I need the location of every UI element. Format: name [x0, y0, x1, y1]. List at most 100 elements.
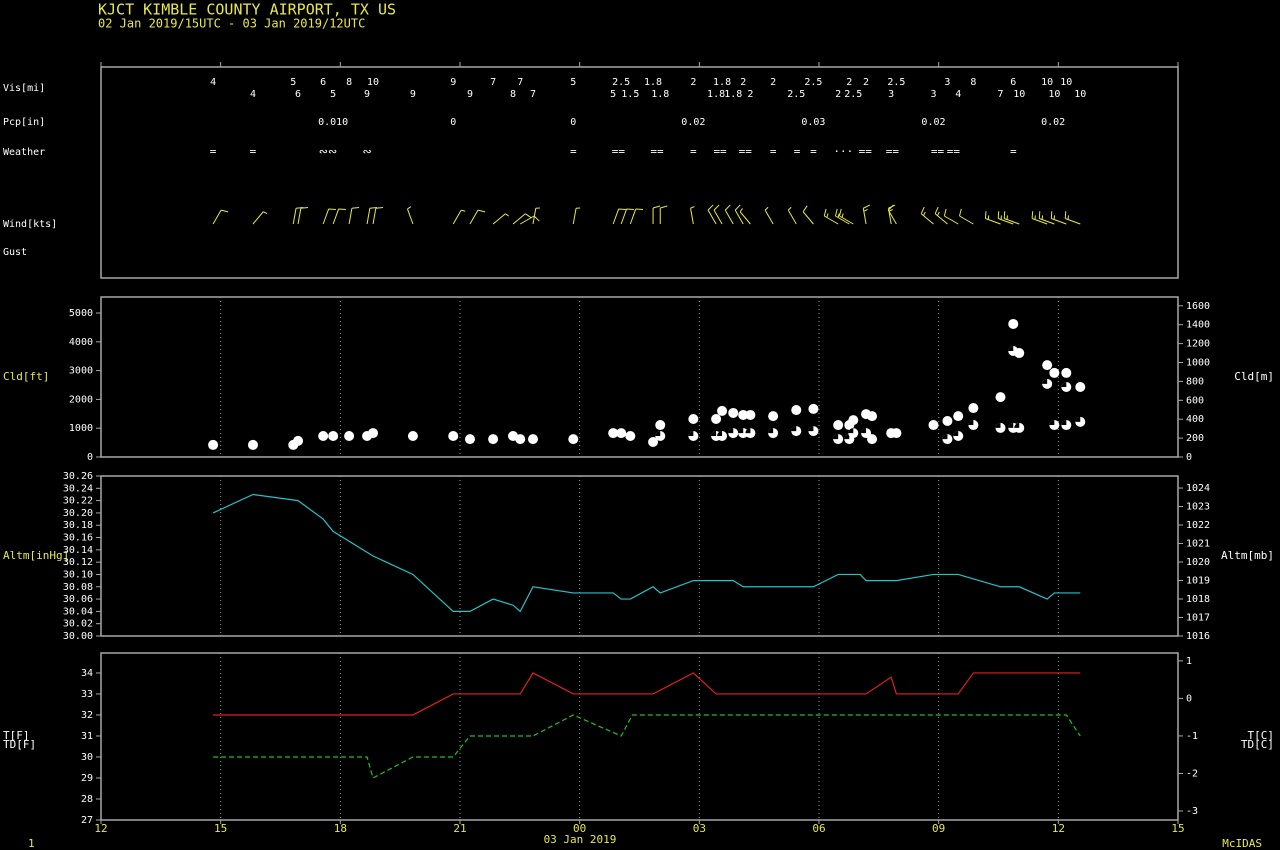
panel-frame — [100, 296, 1179, 458]
visibility-value: 2.5 — [612, 77, 630, 88]
cloud-point — [407, 430, 418, 441]
visibility-value: 2 — [740, 77, 746, 88]
cloud-point — [745, 428, 756, 439]
title: KJCT KIMBLE COUNTY AIRPORT, TX US — [98, 1, 396, 19]
visibility-value: 8 — [346, 77, 352, 88]
y-tick-label: 0 — [87, 452, 93, 463]
y2-tick-label: -1 — [1186, 731, 1198, 742]
x-tick-label: 15 — [214, 822, 227, 835]
cloud-point — [344, 430, 355, 441]
visibility-value: 1.8 — [713, 77, 731, 88]
wind-barb — [297, 206, 309, 225]
cloud-cover-wedge — [848, 428, 854, 434]
cloud-circle — [648, 437, 659, 448]
visibility-value: 2 — [846, 77, 852, 88]
y2-tick-label: 1 — [1186, 656, 1192, 667]
row-label: Gust — [3, 247, 27, 258]
visibility-value: 1.8 — [724, 89, 742, 100]
wind-barb — [787, 206, 797, 225]
y-tick-label: 30.20 — [63, 508, 93, 519]
weather-symbol: == — [713, 145, 727, 158]
visibility-value: 3 — [888, 89, 894, 100]
y2-tick-label: 1600 — [1186, 301, 1210, 312]
wind-barb — [322, 208, 336, 225]
visibility-value: 7 — [517, 77, 523, 88]
y2-tick-label: 1021 — [1186, 539, 1210, 550]
wind-barb — [739, 208, 751, 225]
cloud-cover-wedge — [953, 430, 959, 436]
cloud-point — [368, 428, 379, 439]
y2-tick-label: 1024 — [1186, 483, 1210, 494]
y2-axis-label: T[C] — [1248, 729, 1275, 742]
y2-axis-label: Cld[m] — [1234, 370, 1274, 383]
cloud-cover-wedge — [717, 430, 723, 436]
cloud-point — [1049, 367, 1060, 378]
visibility-value: 6 — [1010, 77, 1016, 88]
cloud-point — [293, 435, 304, 446]
cloud-circle — [464, 434, 475, 445]
wind-barb — [512, 213, 532, 225]
x-tick-label: 00 — [573, 822, 586, 835]
y2-tick-label: 800 — [1186, 376, 1204, 387]
wind-barb — [366, 206, 378, 225]
wind-barb — [997, 211, 1014, 225]
cloud-point — [711, 413, 722, 424]
wind-barb — [1003, 211, 1020, 225]
cloud-cover-wedge — [728, 428, 734, 434]
cloud-cover-wedge — [745, 428, 751, 434]
cloud-point — [728, 428, 739, 439]
cloud-circle — [293, 435, 304, 446]
visibility-value: 2 — [747, 89, 753, 100]
cloud-point — [808, 403, 819, 414]
cloud-point — [728, 407, 739, 418]
visibility-value: 2.5 — [887, 77, 905, 88]
y2-tick-label: 1023 — [1186, 502, 1210, 513]
row-label: Pcp[in] — [3, 117, 45, 128]
cloud-cover-wedge — [995, 422, 1001, 428]
precip-value: 0 — [450, 117, 456, 128]
cloud-circle — [328, 430, 339, 441]
y-tick-label: 30.14 — [63, 545, 93, 556]
wind-barb — [212, 209, 229, 225]
cloud-point — [1042, 360, 1053, 371]
x-tick-label: 06 — [812, 822, 825, 835]
cloud-point — [848, 428, 859, 439]
weather-symbol: = — [794, 145, 801, 158]
wind-barb — [1064, 211, 1081, 225]
cloud-point — [953, 430, 964, 441]
wind-barb — [620, 208, 634, 225]
weather-symbol: = — [570, 145, 577, 158]
cloud-circle — [848, 415, 859, 426]
cloud-circle — [942, 416, 953, 427]
cloud-point — [488, 434, 499, 445]
cloud-point — [1049, 420, 1060, 431]
weather-symbol: ∾∾ — [319, 145, 337, 158]
wind-barb — [959, 208, 974, 225]
wind-barb — [1038, 211, 1055, 225]
wind-barb — [372, 206, 384, 225]
cloud-circle — [448, 430, 459, 441]
cloud-point — [1075, 382, 1086, 393]
y-tick-label: 33 — [81, 689, 93, 700]
precip-value: 0.02 — [1041, 117, 1065, 128]
wind-barb — [834, 208, 850, 225]
precip-value: 0.03 — [801, 117, 825, 128]
cloud-circle — [953, 411, 964, 422]
wind-barb — [572, 207, 581, 225]
cloud-point — [867, 411, 878, 422]
visibility-value: 3 — [944, 77, 950, 88]
cloud-circle — [768, 411, 779, 422]
visibility-value: 2 — [863, 77, 869, 88]
cloud-point — [464, 434, 475, 445]
precip-value: 0.02 — [921, 117, 945, 128]
visibility-value: 10 — [1048, 89, 1060, 100]
cloud-circle — [717, 405, 728, 416]
precip-value: 0 — [570, 117, 576, 128]
x-tick-label: 12 — [1052, 822, 1065, 835]
footer-left: 1 — [28, 837, 35, 850]
cloud-circle — [527, 434, 538, 445]
wind-barb — [452, 209, 466, 225]
y-tick-label: 30.10 — [63, 569, 93, 580]
y2-tick-label: 1022 — [1186, 520, 1210, 531]
